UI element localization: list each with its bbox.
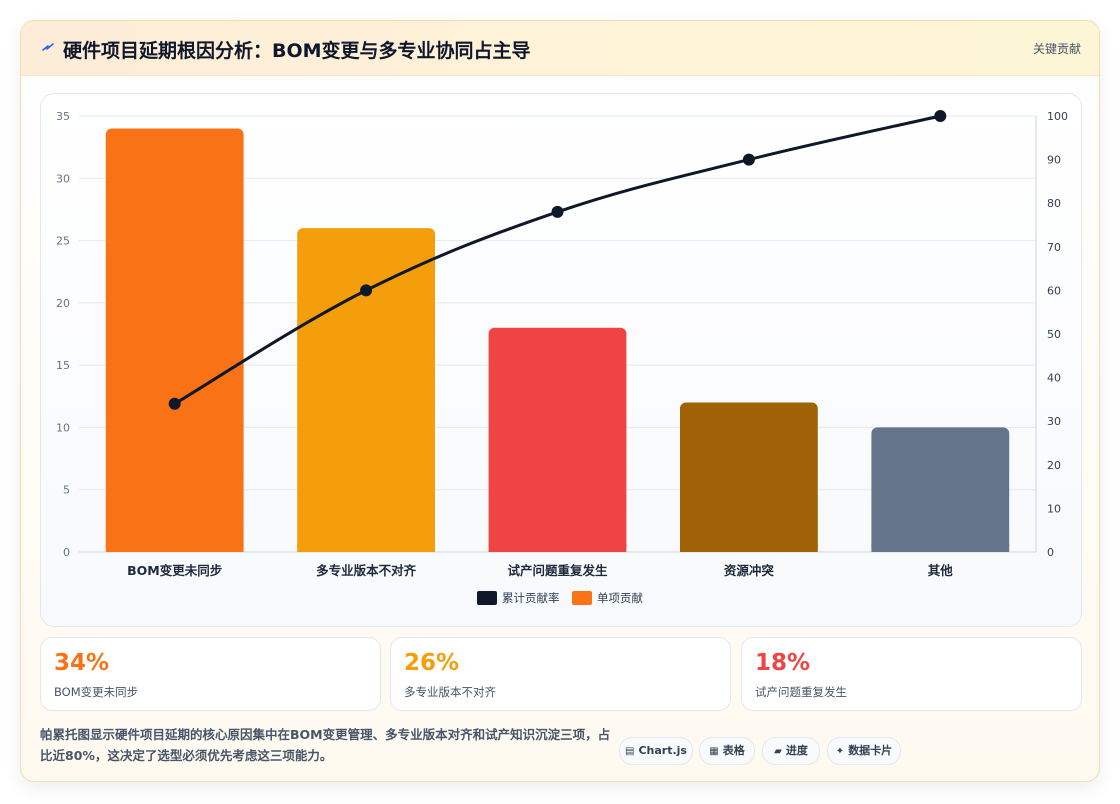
stat-value: 18% — [755, 650, 811, 676]
y-tick-label: 5 — [63, 484, 70, 497]
stat-card-bom: 34% BOM变更未同步 — [40, 637, 381, 711]
page-title: 硬件项目延期根因分析：BOM变更与多专业协同占主导 — [63, 40, 531, 62]
y-tick-label: 35 — [56, 110, 70, 123]
y2-tick-label: 50 — [1047, 328, 1061, 341]
progress-icon: ▰ — [774, 746, 782, 757]
card-header: 硬件项目延期根因分析：BOM变更与多专业协同占主导 关键贡献 — [21, 21, 1099, 76]
legend-swatch-bar — [572, 591, 592, 605]
y-tick-label: 30 — [56, 172, 70, 185]
stat-label: BOM变更未同步 — [54, 685, 139, 699]
x-tick-label: 试产问题重复发生 — [507, 563, 608, 578]
y-tick-label: 25 — [56, 235, 70, 248]
y2-tick-label: 10 — [1047, 502, 1061, 515]
lightning-icon — [42, 43, 54, 51]
cumulative-point-4 — [742, 153, 755, 166]
bar-base-1 — [105, 544, 244, 552]
cumulative-point-1 — [168, 397, 181, 410]
bar-4 — [679, 402, 818, 552]
x-tick-label: BOM变更未同步 — [127, 563, 222, 578]
bar-5 — [871, 427, 1010, 552]
y-tick-label: 20 — [56, 297, 70, 310]
chip-data-card: ✦ 数据卡片 — [827, 737, 901, 765]
stat-card-version: 26% 多专业版本不对齐 — [390, 637, 731, 711]
sparkle-icon: ✦ — [835, 746, 845, 757]
y-tick-label: 15 — [56, 359, 70, 372]
summary-text: 帕累托图显示硬件项目延期的核心原因集中在BOM变更管理、多专业版本对齐和试产知识… — [40, 727, 611, 763]
chip-label: 数据卡片 — [848, 744, 893, 757]
stat-label: 多专业版本不对齐 — [404, 685, 496, 699]
chip-label: 进度 — [785, 744, 808, 757]
report-card: 硬件项目延期根因分析：BOM变更与多专业协同占主导 关键贡献 0 5 10 15 20 2… — [20, 20, 1100, 782]
pareto-chart: 0 5 10 15 20 25 30 35 0 10 20 30 40 50 60 70 80 90 100 BOM变… — [56, 110, 1068, 605]
table-icon: ▦ — [709, 746, 719, 757]
bar-base-2 — [297, 544, 436, 552]
pareto-chart-panel: 0 5 10 15 20 25 30 35 0 10 20 30 40 50 60 70 80 90 100 BOM变… — [40, 93, 1082, 627]
y2-tick-label: 0 — [1047, 546, 1054, 559]
y2-tick-label: 90 — [1047, 154, 1061, 167]
y2-tick-label: 80 — [1047, 197, 1061, 210]
cumulative-point-3 — [551, 205, 564, 218]
y-tick-label: 10 — [56, 421, 70, 434]
x-tick-label: 多专业版本不对齐 — [316, 563, 417, 578]
stat-value: 26% — [404, 650, 460, 676]
bar-1 — [105, 128, 244, 552]
stat-label: 试产问题重复发生 — [755, 685, 847, 699]
chip-table: ▦ 表格 — [699, 737, 755, 765]
x-tick-label: 资源冲突 — [724, 563, 775, 578]
legend-label: 单项贡献 — [597, 591, 643, 605]
y-tick-label: 0 — [63, 546, 70, 559]
chip-label: Chart.js — [638, 744, 687, 757]
chip-progress: ▰ 进度 — [762, 737, 820, 765]
bar-base-5 — [871, 544, 1010, 552]
chip-chartjs: ▤ Chart.js — [619, 737, 693, 765]
stat-value: 34% — [54, 650, 110, 676]
bar-base-3 — [488, 544, 627, 552]
legend-label: 累计贡献率 — [502, 591, 560, 605]
y2-tick-label: 30 — [1047, 415, 1061, 428]
legend-swatch-line — [477, 591, 497, 605]
chip-label: 表格 — [722, 744, 745, 757]
bar-2 — [297, 228, 436, 552]
cumulative-point-2 — [360, 284, 373, 297]
x-tick-label: 其他 — [928, 563, 954, 578]
y2-tick-label: 100 — [1047, 110, 1068, 123]
y2-tick-label: 40 — [1047, 372, 1061, 385]
cumulative-point-5 — [934, 110, 947, 122]
chart-icon: ▤ — [625, 746, 635, 757]
key-contribution-tag: 关键贡献 — [1032, 42, 1081, 56]
bar-base-4 — [679, 544, 818, 552]
bar-3 — [488, 327, 627, 552]
y2-tick-label: 60 — [1047, 284, 1061, 297]
y2-tick-label: 20 — [1047, 459, 1061, 472]
stat-card-trial: 18% 试产问题重复发生 — [741, 637, 1082, 711]
y2-tick-label: 70 — [1047, 241, 1061, 254]
